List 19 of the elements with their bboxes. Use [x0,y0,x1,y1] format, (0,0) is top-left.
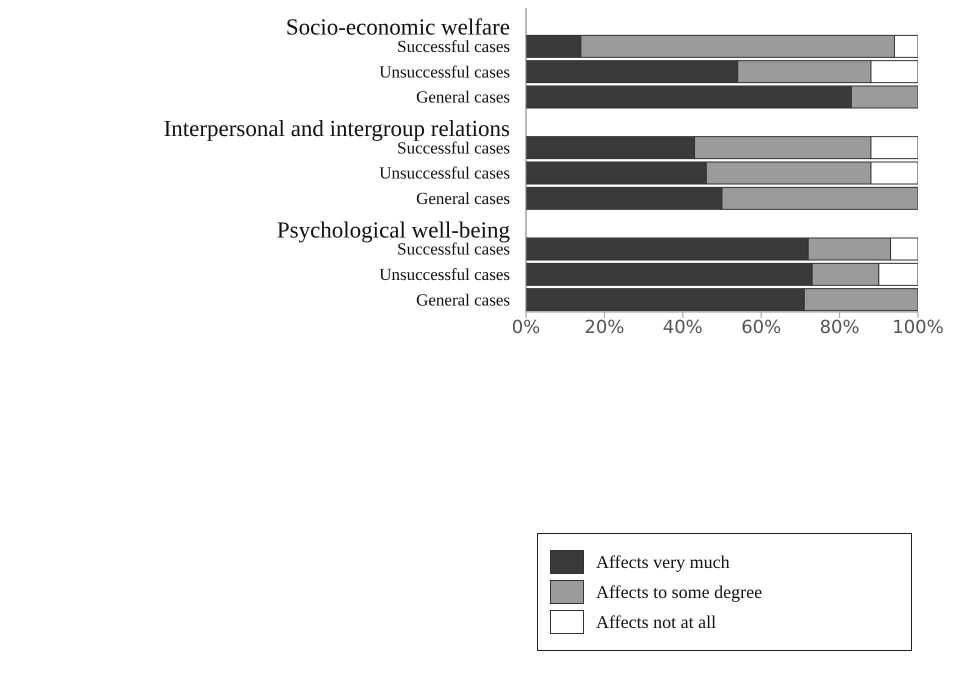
text: Interpersonal and intergroup relations [164,116,510,141]
x-tick-label: 40% [662,316,703,338]
y-tick-label: General cases [416,189,510,208]
y-tick-label: Unsuccessful cases [379,62,510,82]
y-tick-label: Successful cases [397,37,510,56]
x-tick-label: 100% [892,316,944,338]
y-tick-label: Unsuccessful cases [379,164,510,183]
y-tick-label: General cases [416,88,510,107]
legend-label: Affects not at all [596,612,716,632]
x-tick-label: 20% [584,316,624,338]
legend-label: Affects very much [596,552,730,572]
x-tick-label: 60% [741,316,782,338]
text: Socio-economic welfare [286,14,510,40]
text: Psychological well-being [276,217,510,242]
x-tick-label: 80% [820,316,860,338]
x-tick-label: 0% [512,316,540,338]
legend-label: Affects to some degree [596,582,762,602]
y-tick-label: Unsuccessful cases [379,265,510,284]
y-tick-label: General cases [416,290,510,310]
